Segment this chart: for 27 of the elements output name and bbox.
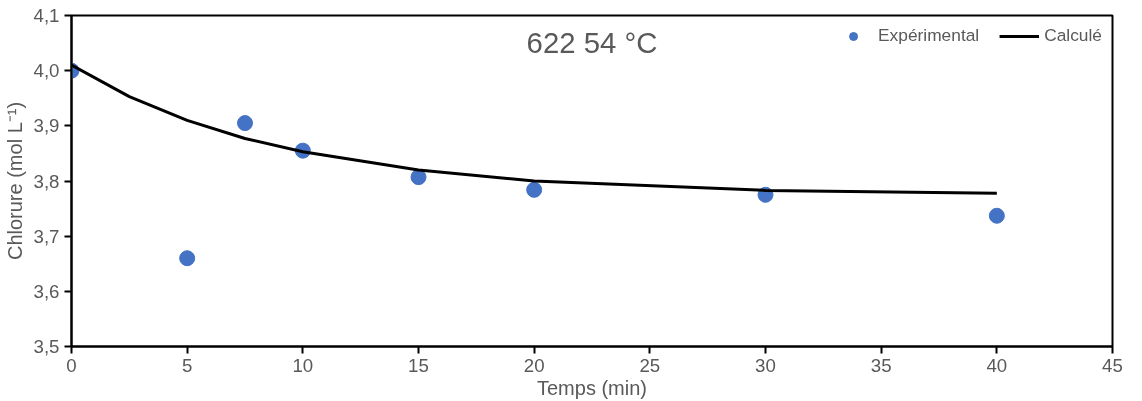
point [988,207,1005,224]
y-tick-label: 3,7 [33,225,60,247]
legend-label: Expérimental [878,25,980,46]
x-tick-label: 0 [66,354,77,376]
point [179,250,196,267]
y-tick-label: 3,6 [33,280,60,302]
chart-title: 622 54 °C [526,25,658,59]
x-tick-label: 25 [639,354,661,376]
y-tick-label: 3,5 [33,336,60,357]
x-tick-label: 5 [181,354,193,376]
legend-label: Calculé [1044,25,1102,46]
y-tick-label: 3,9 [33,115,60,137]
x-tick-label: 30 [755,354,776,376]
x-tick-label: 45 [1102,354,1123,376]
x-axis-title: Temps (min) [537,376,648,399]
x-tick-label: 20 [523,354,545,376]
point [526,181,543,198]
x-tick-label: 10 [292,354,314,376]
y-tick-label: 3,8 [33,170,60,192]
y-tick-label: 4,1 [33,5,60,26]
point [410,169,427,186]
x-tick-label: 40 [986,354,1008,376]
point [237,115,253,132]
y-axis-title: Chlorure (mol L⁻¹) [3,101,26,261]
y-tick-label: 4,0 [33,60,60,82]
x-tick-label: 35 [870,354,892,376]
x-tick-label: 15 [408,354,429,376]
